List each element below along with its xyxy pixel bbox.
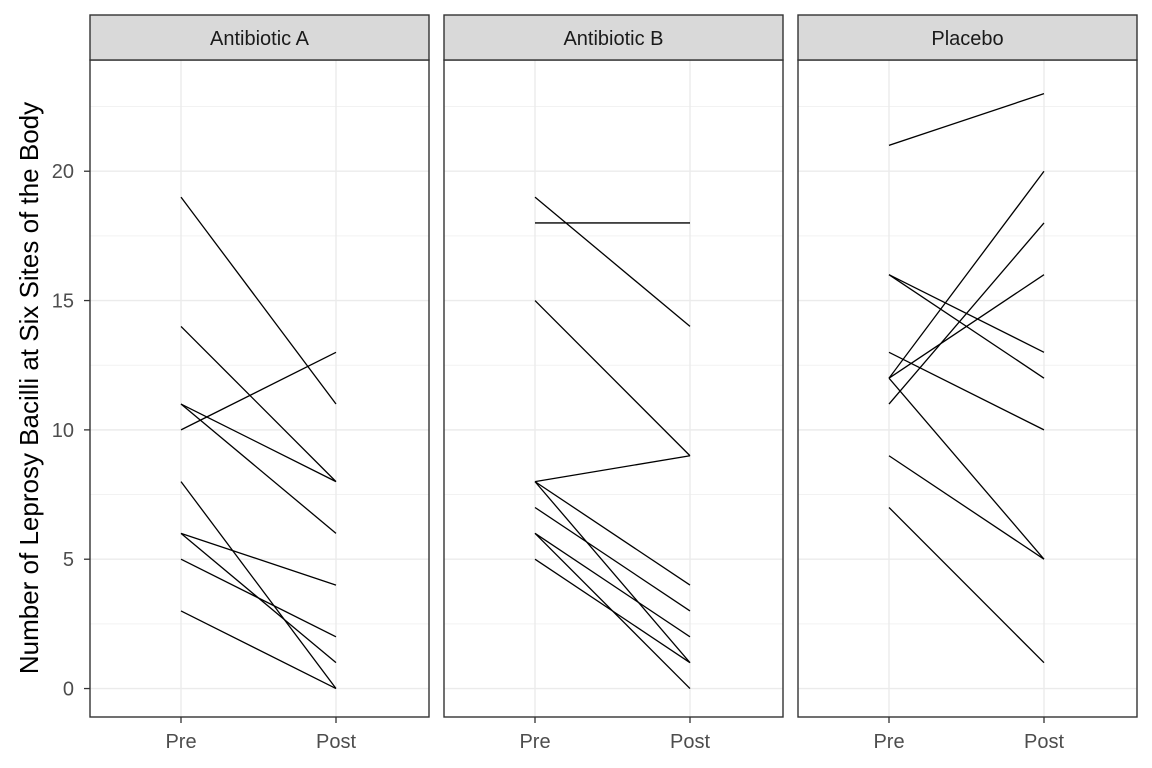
subject-line — [888, 455, 1045, 560]
subject-line — [888, 170, 1045, 379]
x-tick-label: Pre — [873, 731, 904, 753]
x-tick-label: Pre — [519, 731, 550, 753]
subject-line — [534, 506, 691, 612]
subject-line — [534, 300, 691, 457]
y-tick-label: 0 — [63, 679, 74, 701]
subject-line — [534, 481, 691, 586]
x-tick-label: Pre — [165, 731, 196, 753]
facet-strip-label: Placebo — [931, 28, 1003, 50]
y-tick-label: 10 — [52, 420, 74, 442]
subject-line — [888, 274, 1045, 379]
facet-panel: Antibiotic A Pre Post — [89, 14, 430, 753]
panel-background — [444, 60, 783, 717]
y-axis-title: Number of Leprosy Bacilli at Six Sites o… — [14, 102, 44, 674]
subject-line — [888, 377, 1045, 560]
subject-line — [180, 610, 337, 690]
facet-panel: Antibiotic B Pre Post — [443, 14, 784, 753]
subject-line — [180, 403, 337, 534]
subject-line — [534, 481, 691, 664]
subject-line — [888, 222, 1045, 405]
facet-strip — [443, 14, 784, 61]
facet-panel: Placebo Pre Post — [797, 14, 1138, 753]
y-tick-label: 15 — [52, 291, 74, 313]
facet-strip-label: Antibiotic A — [210, 28, 310, 50]
subject-line — [888, 507, 1045, 664]
subject-line — [180, 558, 337, 638]
facet-strip — [89, 14, 430, 61]
subject-line — [180, 196, 337, 405]
subject-line — [534, 558, 691, 664]
panel-background — [90, 60, 429, 717]
subject-line — [180, 532, 337, 586]
subject-line — [534, 532, 691, 638]
x-tick-label: Post — [670, 731, 710, 753]
subject-line — [534, 196, 691, 327]
y-tick-label: 5 — [63, 549, 74, 571]
y-tick-label: 20 — [52, 161, 74, 183]
subject-line — [888, 93, 1045, 146]
x-tick-label: Post — [1024, 731, 1064, 753]
subject-line — [888, 351, 1045, 431]
facet-strip-label: Antibiotic B — [563, 28, 663, 50]
x-tick-label: Post — [316, 731, 356, 753]
subject-line — [180, 481, 337, 689]
subject-line — [534, 455, 691, 483]
y-axis: 0 5 10 15 20 — [52, 161, 90, 701]
subject-line — [180, 325, 337, 483]
facet-strip — [797, 14, 1138, 61]
panel-background — [798, 60, 1137, 717]
subject-line — [180, 351, 337, 431]
